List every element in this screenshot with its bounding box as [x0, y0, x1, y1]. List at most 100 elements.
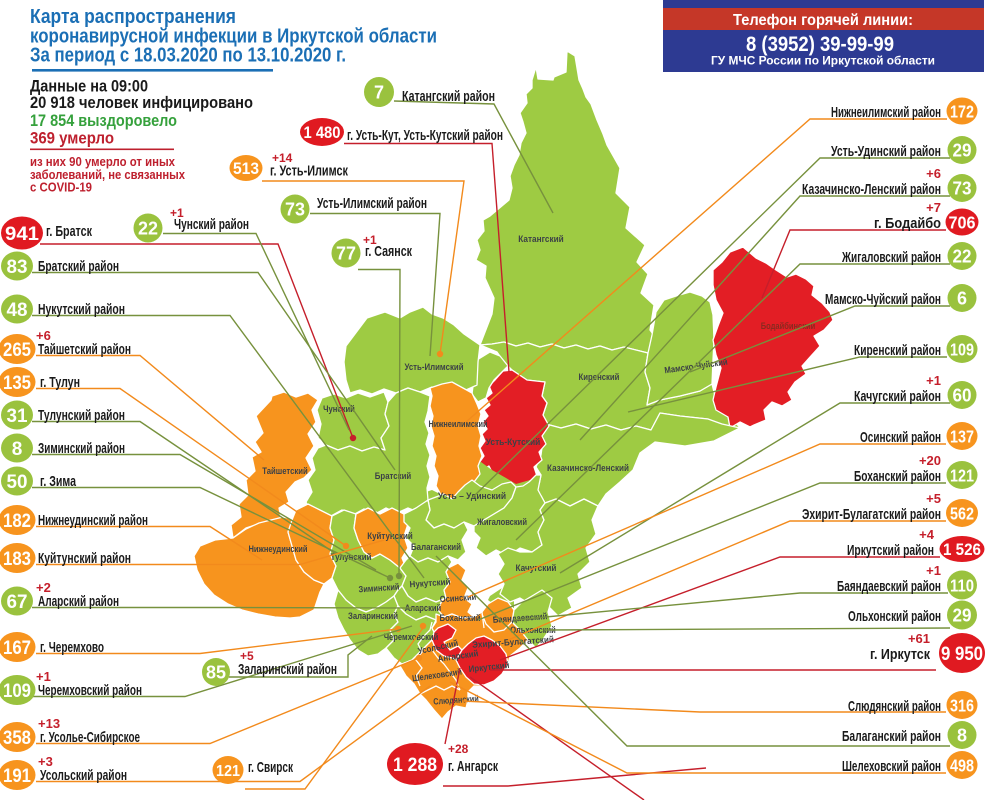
- svg-text:ГУ МЧС России по Иркутской обл: ГУ МЧС России по Иркутской области: [711, 56, 935, 68]
- svg-text:191: 191: [3, 766, 31, 787]
- svg-text:Катангский: Катангский: [518, 234, 564, 244]
- svg-text:+4: +4: [919, 527, 935, 542]
- svg-text:из них 90 умерло от иных: из них 90 умерло от иных: [30, 154, 176, 169]
- svg-text:Куйтунский район: Куйтунский район: [38, 550, 131, 567]
- svg-text:Баяндаевский район: Баяндаевский район: [837, 578, 941, 595]
- svg-text:Тулунский: Тулунский: [331, 552, 372, 562]
- svg-text:22: 22: [138, 219, 158, 239]
- svg-text:Тулунский район: Тулунский район: [38, 407, 125, 424]
- svg-text:498: 498: [950, 755, 974, 775]
- svg-text:137: 137: [950, 426, 974, 446]
- svg-text:+7: +7: [926, 200, 941, 215]
- svg-text:г. Саянск: г. Саянск: [365, 243, 412, 260]
- svg-text:Жигаловский район: Жигаловский район: [841, 249, 941, 266]
- svg-text:Шелеховский район: Шелеховский район: [842, 758, 941, 775]
- svg-text:Нукутский: Нукутский: [409, 577, 450, 590]
- svg-text:7: 7: [374, 83, 384, 103]
- svg-text:+1: +1: [926, 373, 941, 388]
- svg-text:Чунский район: Чунский район: [174, 216, 249, 233]
- svg-text:562: 562: [950, 503, 974, 523]
- svg-text:Казачинско-Ленский: Казачинско-Ленский: [547, 463, 629, 473]
- svg-text:73: 73: [953, 179, 972, 199]
- svg-text:706: 706: [949, 212, 976, 232]
- svg-text:77: 77: [336, 244, 356, 264]
- svg-text:8 (3952) 39-99-99: 8 (3952) 39-99-99: [746, 33, 894, 56]
- svg-text:г. Зима: г. Зима: [40, 473, 76, 490]
- svg-text:941: 941: [5, 224, 39, 245]
- svg-text:Бодайбинский: Бодайбинский: [761, 321, 816, 331]
- svg-text:г. Черемхово: г. Черемхово: [40, 639, 104, 656]
- svg-text:Усть-Илимский: Усть-Илимский: [404, 362, 463, 372]
- svg-text:109: 109: [3, 681, 31, 702]
- svg-text:Боханский: Боханский: [440, 613, 481, 623]
- svg-text:Усть-Удинский район: Усть-Удинский район: [831, 143, 941, 160]
- svg-text:31: 31: [7, 406, 28, 427]
- svg-text:20 918 человек инфицировано: 20 918 человек инфицировано: [30, 93, 253, 112]
- svg-text:+2: +2: [36, 580, 51, 595]
- svg-text:Данные на 09:00: Данные на 09:00: [30, 77, 148, 96]
- svg-text:67: 67: [7, 592, 28, 613]
- svg-text:85: 85: [206, 663, 226, 683]
- svg-text:60: 60: [953, 386, 972, 406]
- svg-text:г. Братск: г. Братск: [46, 223, 92, 240]
- svg-text:Баяндаевский: Баяндаевский: [492, 611, 547, 625]
- svg-text:513: 513: [233, 160, 259, 178]
- svg-text:г. Тулун: г. Тулун: [40, 374, 80, 391]
- svg-text:с COVID-19: с COVID-19: [30, 180, 92, 195]
- svg-text:Слюдянский район: Слюдянский район: [848, 698, 941, 715]
- svg-text:Качугский район: Качугский район: [854, 388, 941, 405]
- svg-text:г. Усть-Кут, Усть-Кутский райо: г. Усть-Кут, Усть-Кутский район: [347, 127, 503, 144]
- svg-text:8: 8: [12, 439, 23, 460]
- svg-text:121: 121: [216, 763, 240, 780]
- svg-text:заболеваний, не связанных: заболеваний, не связанных: [30, 167, 186, 182]
- svg-text:Аларский район: Аларский район: [38, 593, 119, 610]
- svg-text:г. Иркутск: г. Иркутск: [870, 646, 930, 663]
- svg-text:183: 183: [3, 549, 31, 570]
- svg-text:Заларинский район: Заларинский район: [238, 661, 337, 678]
- svg-text:Заларинский: Заларинский: [348, 611, 398, 621]
- svg-text:Осинский район: Осинский район: [860, 429, 941, 446]
- svg-text:+1: +1: [36, 669, 51, 684]
- svg-text:Осинский: Осинский: [439, 592, 476, 605]
- svg-text:+1: +1: [170, 206, 184, 220]
- svg-text:г. Свирск: г. Свирск: [248, 759, 293, 776]
- svg-text:Усть-Кутский: Усть-Кутский: [486, 437, 541, 447]
- svg-text:Карта распространения: Карта распространения: [30, 6, 236, 28]
- svg-text:50: 50: [7, 472, 28, 493]
- svg-text:+5: +5: [926, 491, 941, 506]
- svg-text:Катангский район: Катангский район: [402, 88, 495, 105]
- svg-text:Киренский район: Киренский район: [854, 342, 941, 359]
- svg-text:Мамско-Чуйский район: Мамско-Чуйский район: [825, 291, 941, 308]
- svg-text:+20: +20: [919, 453, 941, 468]
- svg-text:Усольский район: Усольский район: [40, 767, 127, 784]
- svg-text:Балаганский район: Балаганский район: [842, 728, 941, 745]
- svg-text:+14: +14: [272, 151, 293, 165]
- svg-text:г. Усть-Илимск: г. Усть-Илимск: [270, 163, 348, 180]
- svg-text:Усть – Удинский: Усть – Удинский: [438, 491, 506, 501]
- svg-text:1 526: 1 526: [943, 540, 981, 559]
- svg-text:369 умерло: 369 умерло: [30, 129, 114, 148]
- svg-text:73: 73: [285, 200, 305, 220]
- svg-text:г. Усолье-Сибирское: г. Усолье-Сибирское: [40, 729, 140, 746]
- svg-text:9 950: 9 950: [941, 643, 983, 665]
- svg-text:+6: +6: [36, 328, 51, 343]
- svg-text:+61: +61: [908, 631, 930, 646]
- svg-text:109: 109: [950, 339, 974, 359]
- svg-text:48: 48: [7, 300, 28, 321]
- svg-text:Усть-Илимский район: Усть-Илимский район: [317, 195, 427, 212]
- svg-text:182: 182: [3, 511, 31, 532]
- svg-text:+1: +1: [926, 563, 941, 578]
- svg-text:Жигаловский: Жигаловский: [476, 517, 527, 527]
- svg-text:Нукутский район: Нукутский район: [38, 301, 125, 318]
- svg-text:+3: +3: [38, 754, 53, 769]
- svg-text:Слюдянский: Слюдянский: [433, 693, 479, 706]
- svg-text:29: 29: [953, 141, 972, 161]
- svg-text:г. Ангарск: г. Ангарск: [448, 758, 498, 775]
- svg-text:316: 316: [950, 695, 974, 715]
- svg-text:Нижнеилимский район: Нижнеилимский район: [831, 104, 941, 121]
- svg-text:Братский район: Братский район: [38, 258, 119, 275]
- svg-text:1 480: 1 480: [304, 124, 341, 142]
- svg-text:+6: +6: [926, 166, 941, 181]
- svg-text:г. Бодайбо: г. Бодайбо: [874, 215, 941, 232]
- svg-text:17 854 выздоровело: 17 854 выздоровело: [30, 111, 177, 130]
